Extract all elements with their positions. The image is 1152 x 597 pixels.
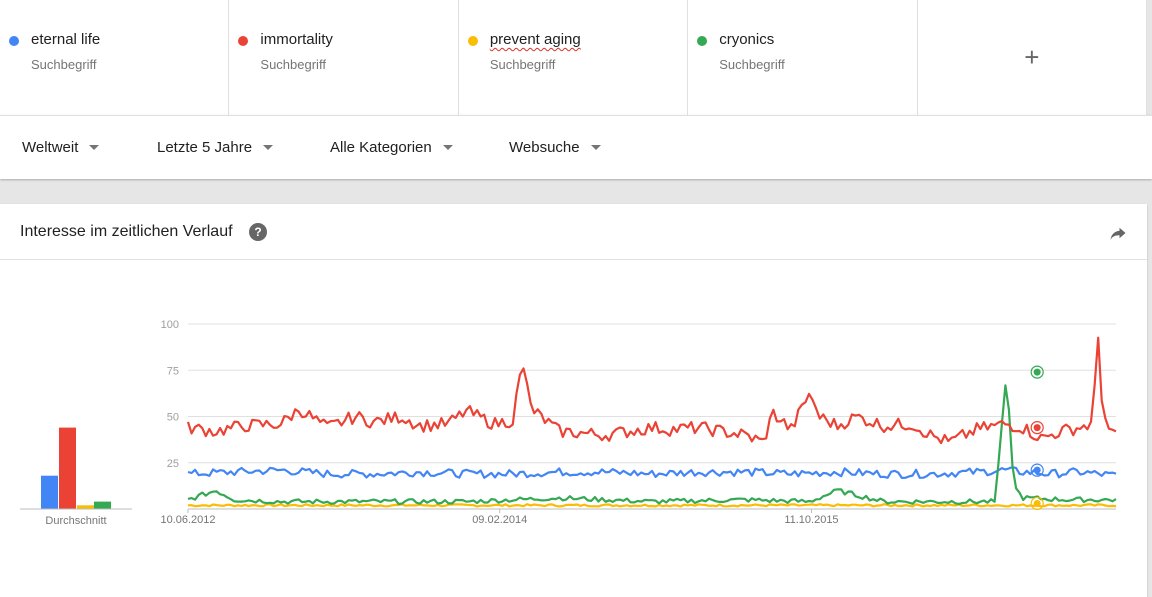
search-terms-bar: eternal life Suchbegriff immortality Suc… — [0, 0, 1148, 115]
dropdown-arrow-icon — [263, 145, 274, 150]
hover-marker-dot — [1033, 424, 1041, 432]
term-type: Suchbegriff — [719, 57, 785, 72]
category-dropdown[interactable]: Alle Kategorien — [330, 139, 453, 156]
term-color-dot — [697, 36, 708, 46]
region-dropdown-label: Weltweit — [22, 139, 79, 156]
term-color-dot — [9, 36, 19, 46]
time-range-dropdown-label: Letzte 5 Jahre — [157, 139, 253, 156]
term-type: Suchbegriff — [31, 57, 97, 72]
hover-marker-dot — [1033, 368, 1041, 376]
average-bar — [41, 475, 58, 509]
dropdown-arrow-icon — [590, 145, 601, 150]
plus-icon: + — [1024, 42, 1040, 72]
card-header: Interesse im zeitlichen Verlauf ? — [0, 204, 1147, 260]
line-chart: 100 75 50 25 10.06.2012 09.02.2014 11.10.2015 D… — [20, 319, 1117, 527]
add-term-button[interactable]: + — [918, 0, 1148, 115]
filter-bar: Weltweit Letzte 5 Jahre Alle Kategorien … — [0, 115, 1152, 179]
y-tick-label: 75 — [167, 365, 179, 377]
term-type: Suchbegriff — [260, 57, 326, 72]
term-color-dot — [467, 36, 478, 46]
term-name: cryonics — [719, 31, 775, 48]
average-bar — [77, 505, 94, 509]
average-bar — [94, 501, 111, 509]
search-type-dropdown-label: Websuche — [509, 139, 580, 156]
term-card-4[interactable]: cryonics Suchbegriff — [688, 0, 918, 115]
term-color-dot — [238, 36, 249, 46]
term-card-1[interactable]: eternal life Suchbegriff — [0, 0, 230, 115]
average-bar — [59, 427, 76, 509]
search-type-dropdown[interactable]: Websuche — [509, 139, 601, 156]
hover-marker-ring — [1030, 365, 1044, 379]
dropdown-arrow-icon — [442, 145, 453, 150]
share-icon[interactable] — [1108, 224, 1128, 242]
help-icon[interactable]: ? — [249, 223, 267, 241]
term-type: Suchbegriff — [489, 57, 556, 72]
hover-marker-ring — [1030, 463, 1044, 477]
series-line — [187, 503, 1117, 508]
hover-marker-dot — [1033, 466, 1041, 474]
series-line — [187, 466, 1117, 479]
hover-marker-dot — [1033, 499, 1041, 507]
term-card-3[interactable]: prevent aging Suchbegriff — [459, 0, 689, 115]
series-line — [187, 384, 1117, 506]
y-tick-label: 100 — [161, 319, 179, 331]
hover-marker-ring — [1030, 421, 1044, 435]
term-name: immortality — [260, 31, 333, 48]
x-tick-label: 09.02.2014 — [472, 514, 527, 526]
y-tick-label: 50 — [167, 412, 179, 424]
x-tick-label: 11.10.2015 — [784, 514, 838, 526]
category-dropdown-label: Alle Kategorien — [330, 139, 432, 156]
x-tick-label: 10.06.2012 — [160, 514, 215, 526]
region-dropdown[interactable]: Weltweit — [22, 139, 100, 156]
dropdown-arrow-icon — [89, 145, 100, 150]
term-card-2[interactable]: immortality Suchbegriff — [229, 0, 459, 115]
series-line — [186, 336, 1117, 445]
y-tick-label: 25 — [167, 458, 179, 470]
term-name: prevent aging — [489, 31, 581, 48]
hover-marker-ring — [1030, 496, 1044, 511]
average-label: Durchschnitt — [45, 515, 106, 527]
time-range-dropdown[interactable]: Letzte 5 Jahre — [157, 139, 274, 156]
term-name: eternal life — [31, 31, 101, 48]
interest-over-time-card: Interesse im zeitlichen Verlauf ? 100 75 5… — [0, 204, 1147, 597]
card-title: Interesse im zeitlichen Verlauf — [20, 223, 233, 240]
